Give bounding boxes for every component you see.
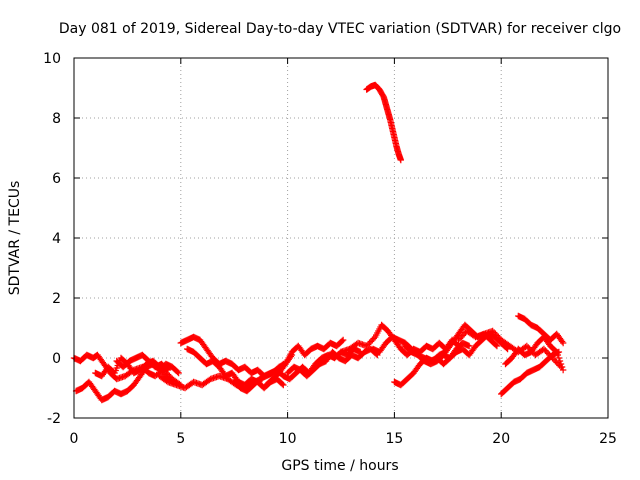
chart-title: Day 081 of 2019, Sidereal Day-to-day VTE… xyxy=(59,21,621,37)
data-point xyxy=(559,366,567,374)
data-point xyxy=(555,354,563,362)
data-points xyxy=(70,81,567,404)
data-point xyxy=(559,339,567,347)
data-point xyxy=(495,333,502,341)
series-trace-4 xyxy=(113,351,172,374)
data-point xyxy=(553,359,560,366)
data-point xyxy=(458,333,465,341)
x-tick-label: 15 xyxy=(385,431,403,447)
data-point xyxy=(338,337,346,345)
data-point xyxy=(363,342,370,350)
series-trace-9 xyxy=(263,336,347,389)
y-tick-label: 10 xyxy=(43,51,61,67)
data-point xyxy=(492,341,500,349)
x-tick-label: 20 xyxy=(492,431,510,447)
data-point xyxy=(339,336,347,344)
data-point xyxy=(493,342,501,350)
data-point xyxy=(543,348,550,356)
data-point xyxy=(397,156,405,164)
data-point xyxy=(456,335,464,342)
data-point xyxy=(558,338,566,345)
data-point xyxy=(280,381,287,389)
data-point xyxy=(367,338,375,345)
series-trace-17 xyxy=(498,348,563,398)
axis-ticks: 0 5 10 15 20 25 -2 0 2 4 6 8 10 xyxy=(43,51,617,447)
plot-frame xyxy=(73,57,609,419)
data-point xyxy=(459,332,466,339)
y-tick-label: 6 xyxy=(52,171,61,187)
data-point xyxy=(553,348,560,356)
series-trace-20 xyxy=(363,81,405,164)
data-point xyxy=(455,336,462,344)
data-point xyxy=(174,368,181,376)
series-trace-19 xyxy=(515,312,567,347)
x-tick-label: 25 xyxy=(599,431,617,447)
data-point xyxy=(493,332,501,339)
x-tick-label: 5 xyxy=(176,431,185,447)
data-point xyxy=(556,357,564,365)
data-point xyxy=(164,366,172,374)
data-point xyxy=(281,362,288,369)
data-point xyxy=(552,347,559,355)
data-point xyxy=(557,360,565,368)
data-point xyxy=(279,380,286,388)
x-tick-label: 0 xyxy=(70,431,79,447)
data-point xyxy=(554,351,562,359)
data-point xyxy=(523,342,531,350)
data-point xyxy=(540,345,548,353)
data-point xyxy=(163,377,170,385)
y-axis-label: SDTVAR / TECUs xyxy=(7,181,23,296)
data-point xyxy=(460,330,468,338)
data-point xyxy=(163,365,171,373)
data-point xyxy=(489,327,496,335)
y-tick-label: -2 xyxy=(47,411,61,427)
data-point xyxy=(492,330,499,338)
data-point xyxy=(369,336,376,344)
data-point xyxy=(465,342,473,350)
y-tick-label: 8 xyxy=(52,111,61,127)
data-point xyxy=(542,347,549,354)
data-point xyxy=(366,339,373,347)
data-point xyxy=(525,344,532,351)
data-point xyxy=(175,369,182,377)
y-tick-label: 0 xyxy=(52,351,61,367)
data-point xyxy=(370,335,377,342)
x-axis-label: GPS time / hours xyxy=(281,458,398,474)
data-point xyxy=(490,329,498,336)
data-point xyxy=(206,376,213,384)
y-tick-label: 4 xyxy=(52,231,61,247)
grid xyxy=(74,58,608,418)
series-trace-12 xyxy=(337,321,462,359)
data-point xyxy=(544,350,552,357)
x-tick-label: 10 xyxy=(279,431,297,447)
data-point xyxy=(364,341,372,348)
y-tick-label: 2 xyxy=(52,291,61,307)
data-point xyxy=(558,363,566,371)
